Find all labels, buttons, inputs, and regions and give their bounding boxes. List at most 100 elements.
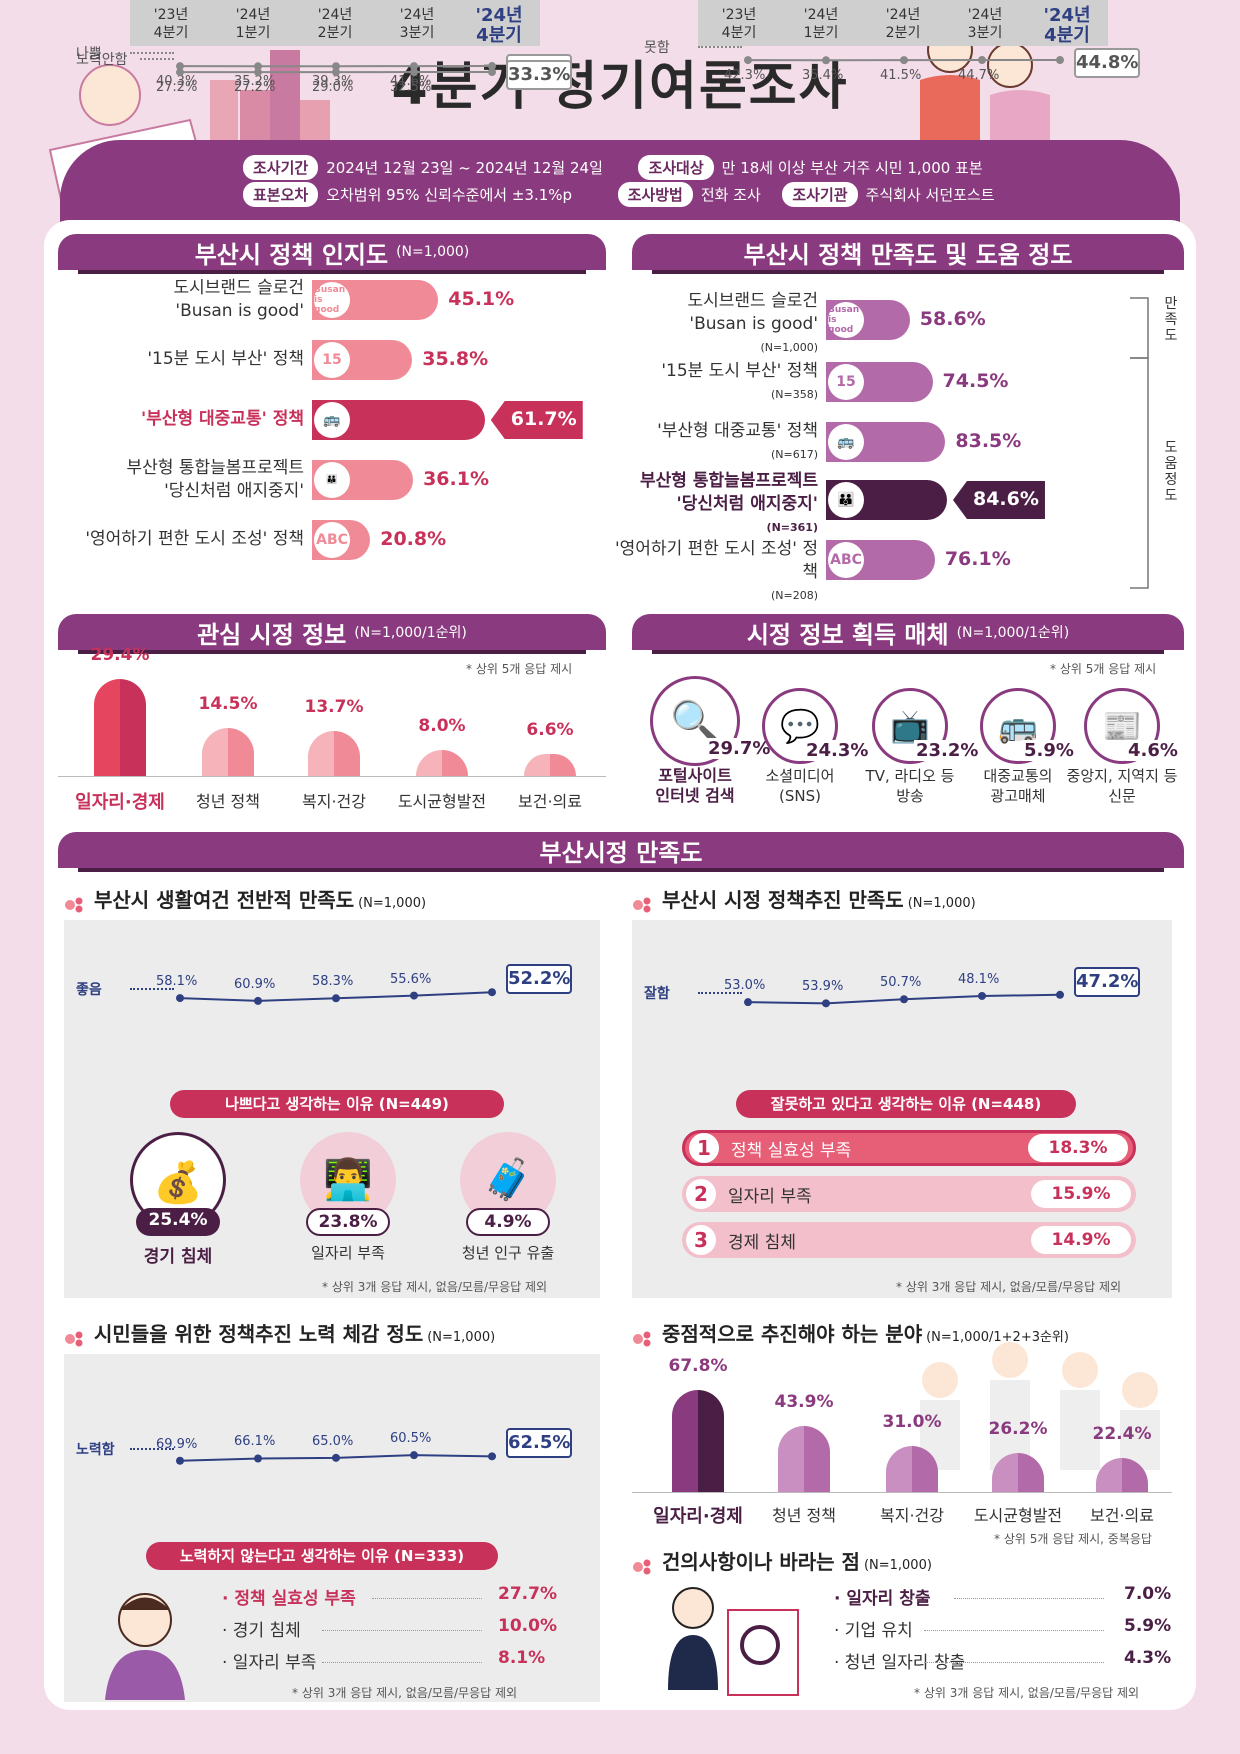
target-chip: 조사대상 — [638, 155, 714, 180]
dots-icon — [632, 1328, 654, 1346]
awareness-pct: 45.1% — [448, 288, 515, 310]
focus-pct: 26.2% — [988, 1418, 1048, 1439]
quarter-year: '24년 — [317, 7, 353, 23]
survey-info-row2: 표본오차 오차범위 95% 신뢰수준에서 ±3.1%p 조사방법 전화 조사 조사기… — [243, 182, 995, 207]
survey-info-row1: 조사기간 2024년 12월 23일 ~ 2024년 12월 24일 조사대상 만 … — [243, 155, 983, 180]
satisfaction-label: '15분 도시 부산' 정책 (N=358) — [600, 360, 818, 406]
policy-title: 부산시 시정 정책추진 만족도 (N=1,000) — [632, 884, 976, 913]
quarter-year: '24년 — [1043, 5, 1091, 26]
awareness-label: '15분 도시 부산' 정책 — [60, 348, 304, 371]
living-reason-label: 청년 인구 유출 — [461, 1244, 555, 1262]
interest-label: 청년 정책 — [196, 792, 260, 811]
media-label-line1: 소셜미디어 — [765, 767, 835, 785]
wish-leader — [924, 1662, 1104, 1663]
living-bad-value: 35.2% — [234, 74, 276, 90]
interest-note: * 상위 5개 응답 제시 — [466, 662, 573, 676]
awareness-icon: ABC — [314, 522, 350, 558]
satisfaction-pct: 76.1% — [944, 548, 1011, 570]
awareness-icon: 15 — [314, 342, 350, 378]
policy-good-value: 53.9% — [802, 979, 844, 995]
focus-label: 청년 정책 — [772, 1506, 836, 1525]
focus-label: 복지·건강 — [880, 1506, 944, 1525]
satisfaction-label-line2: 'Busan is good' — [689, 314, 818, 334]
effort-bad-value: 27.2% — [156, 80, 198, 96]
interest-label: 일자리·경제 — [75, 792, 165, 813]
satisfaction-header: 부산시 정책 만족도 및 도움 정도 — [632, 234, 1184, 274]
living-reason-title: 나쁘다고 생각하는 이유 (N=449) — [170, 1090, 504, 1118]
effort-series2-label: 노력안함 — [76, 52, 128, 68]
interest-bar — [524, 754, 576, 776]
living-bad-value: 40.3% — [156, 74, 198, 90]
media-label: TV, 라디오 등 방송 — [842, 766, 978, 806]
focus-bar — [992, 1452, 1044, 1492]
satisfaction-icon: 15 — [828, 364, 864, 400]
effort-reason-label: · 경기 침체 — [222, 1621, 301, 1641]
quarter-year: '24년 — [885, 7, 921, 23]
rank-value: 18.3% — [1028, 1134, 1128, 1162]
wish-pct: 5.9% — [1124, 1616, 1172, 1636]
living-reason-label: 일자리 부족 — [311, 1244, 385, 1262]
media-label: 포털사이트 인터넷 검색 — [620, 766, 770, 806]
survey-info-band — [60, 140, 1180, 226]
org-chip: 조사기관 — [782, 182, 858, 207]
effort-title: 시민들을 위한 정책추진 노력 체감 정도 (N=1,000) — [64, 1318, 495, 1347]
awareness-icon: 🚌 — [314, 402, 350, 438]
policy-note: * 상위 3개 응답 제시, 없음/모름/무응답 제외 — [896, 1280, 1122, 1294]
satisfaction-label-line1: 부산형 통합늘봄프로젝트 — [640, 471, 818, 491]
interest-baseline — [58, 776, 606, 777]
quarter-label: '24년 1분기 — [780, 0, 862, 46]
quarter-q: 2분기 — [317, 25, 353, 41]
satisfaction-label: '부산형 대중교통' 정책 (N=617) — [600, 420, 818, 466]
quarter-label: '24년 3분기 — [376, 0, 458, 46]
quarter-q: 2분기 — [885, 25, 921, 41]
media-label-line1: 중앙지, 지역지 등 — [1066, 767, 1178, 785]
awareness-label-line1: '부산형 대중교통' 정책 — [140, 409, 304, 429]
media-pct: 23.2% — [914, 740, 981, 761]
quarter-q: 4분기 — [1044, 25, 1090, 46]
satisfaction-icon: 🚌 — [828, 424, 864, 460]
quarter-q: 3분기 — [399, 25, 435, 41]
wish-label: · 기업 유치 — [834, 1621, 913, 1641]
satisfaction-n: (N=208) — [770, 589, 818, 602]
effort-reason-title: 노력하지 않는다고 생각하는 이유 (N=333) — [146, 1542, 498, 1570]
policy-quarter-strip: '23년 4분기 '24년 1분기 '24년 2분기 '24년 3분기 '24년 4분기 — [698, 0, 1108, 46]
media-label-line2: 신문 — [1108, 787, 1136, 805]
awareness-label-line1: 도시브랜드 슬로건 — [173, 278, 304, 298]
dots-icon — [64, 1328, 86, 1346]
awareness-pct: 61.7% — [510, 408, 577, 430]
period-chip: 조사기간 — [243, 155, 319, 180]
living-good-value: 60.9% — [234, 976, 276, 992]
awareness-pct: 35.8% — [422, 348, 489, 370]
quarter-label: '24년 2분기 — [862, 0, 944, 46]
awareness-label-line2: '당신처럼 애지중지' — [164, 481, 304, 501]
satisfaction-label: 부산형 통합늘봄프로젝트 '당신처럼 애지중지' (N=361) — [600, 470, 818, 539]
rank-value: 14.9% — [1031, 1226, 1131, 1254]
awareness-label: '부산형 대중교통' 정책 — [60, 408, 304, 431]
media-label-line1: 포털사이트 — [658, 766, 732, 785]
satisfaction-n: (N=617) — [770, 448, 818, 461]
satisfaction-icon: 👪 — [828, 482, 864, 518]
policy-bad-value: 35.4% — [802, 68, 844, 84]
method-text: 전화 조사 — [700, 186, 761, 204]
media-pct: 24.3% — [804, 740, 871, 761]
awareness-label-line1: '영어하기 편한 도시 조성' 정책 — [85, 529, 304, 549]
living-series1-label: 좋음 — [76, 982, 102, 998]
living-series2-label: 나쁨 — [76, 46, 102, 62]
quarter-q: 1분기 — [235, 25, 271, 41]
living-note: * 상위 3개 응답 제시, 없음/모름/무응답 제외 — [322, 1280, 548, 1294]
policy-reason-title: 잘못하고 있다고 생각하는 이유 (N=448) — [736, 1090, 1076, 1118]
effort-good-latest: 62.5% — [506, 1428, 572, 1459]
satisfaction-icon: ABC — [828, 542, 864, 578]
effort-note: * 상위 3개 응답 제시, 없음/모름/무응답 제외 — [292, 1686, 518, 1700]
wish-leader — [954, 1598, 1104, 1599]
quarter-year: '24년 — [803, 7, 839, 23]
policy-good-value: 50.7% — [880, 975, 922, 991]
satisfaction-label-line1: '부산형 대중교통' 정책 — [657, 421, 818, 441]
satisfaction-callout — [952, 481, 1045, 519]
rank-value: 15.9% — [1031, 1180, 1131, 1208]
quarter-q: 3분기 — [967, 25, 1003, 41]
policy-reason-row: 1 정책 실효성 부족 18.3% — [682, 1130, 1136, 1166]
quarter-year: '24년 — [235, 7, 271, 23]
media-note: * 상위 5개 응답 제시 — [1050, 662, 1157, 676]
